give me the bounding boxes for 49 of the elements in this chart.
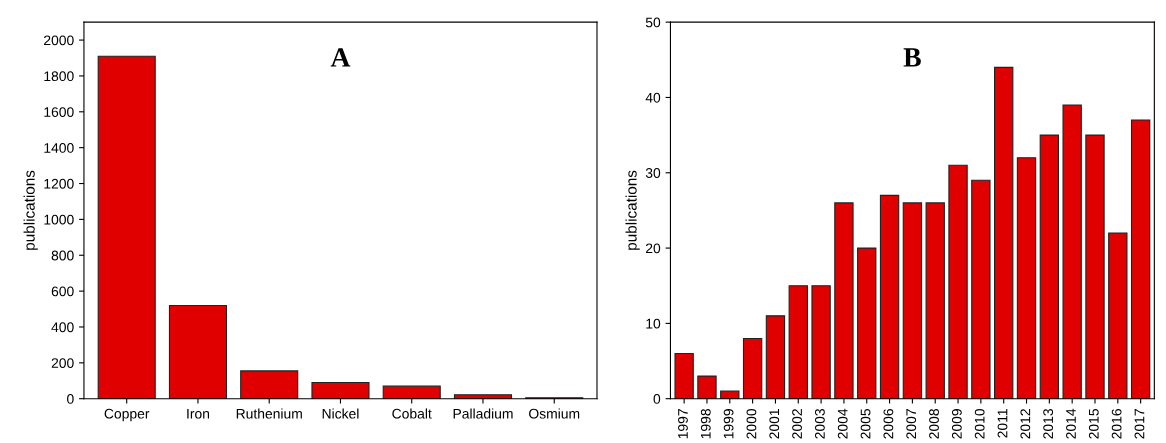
y-tick-label: 0 <box>653 394 661 404</box>
x-tick-label: 2005 <box>860 409 871 439</box>
x-tick-label: 2012 <box>1020 409 1031 439</box>
x-tick-label: Palladium <box>453 408 513 419</box>
annotation: B <box>903 48 921 67</box>
y-tick-label: 40 <box>645 92 661 103</box>
y-tick-label: 10 <box>646 318 661 329</box>
y-tick-label: 600 <box>51 286 74 297</box>
y-tick-label: 20 <box>645 243 661 254</box>
x-tick-label: Ruthenium <box>236 408 302 419</box>
x-tick-label: 2008 <box>929 409 939 439</box>
x-tick-label: 2002 <box>792 409 802 439</box>
x-tick-label: Osmium <box>529 408 580 419</box>
x-tick-label: 2013 <box>1043 409 1054 439</box>
y-axis-title: publications <box>23 170 38 250</box>
y-tick-label: 1200 <box>44 178 74 189</box>
x-tick-label: Cobalt <box>392 408 432 419</box>
x-tick-label: 2010 <box>974 408 985 439</box>
x-tick-label: Nickel <box>322 408 359 419</box>
x-tick-label: 2015 <box>1088 409 1099 439</box>
x-tick-label: 2009 <box>951 409 962 439</box>
y-tick-label: 1000 <box>44 214 74 225</box>
y-tick-label: 200 <box>51 358 74 369</box>
x-tick-label: 2011 <box>997 409 1008 438</box>
x-tick-label: 2004 <box>837 408 848 439</box>
x-tick-label: 1999 <box>723 409 734 439</box>
y-tick-label: 800 <box>51 250 74 261</box>
y-tick-label: 50 <box>645 17 661 28</box>
x-tick-label: 2001 <box>769 409 780 439</box>
y-tick-label: 2000 <box>44 35 74 46</box>
x-tick-label: 2007 <box>906 409 917 439</box>
y-tick-label: 0 <box>67 394 74 404</box>
x-tick-label: 2006 <box>883 409 894 439</box>
x-tick-label: 1997 <box>678 409 688 439</box>
y-axis-title: publications <box>625 170 640 250</box>
x-tick-label: Copper <box>104 408 150 422</box>
x-tick-label: 2003 <box>814 409 825 439</box>
x-tick-label: 2000 <box>746 408 757 439</box>
y-tick-label: 1600 <box>44 107 74 117</box>
y-tick-label: 400 <box>51 322 74 333</box>
x-tick-label: 1998 <box>700 409 711 439</box>
x-tick-label: 2017 <box>1134 409 1145 439</box>
x-tick-label: 2016 <box>1111 409 1122 439</box>
y-tick-label: 1800 <box>44 71 74 82</box>
x-tick-label: Iron <box>187 408 210 419</box>
x-tick-label: 2014 <box>1066 408 1076 439</box>
y-tick-label: 1400 <box>44 143 74 153</box>
y-tick-label: 30 <box>645 168 661 178</box>
annotation: A <box>330 48 351 67</box>
